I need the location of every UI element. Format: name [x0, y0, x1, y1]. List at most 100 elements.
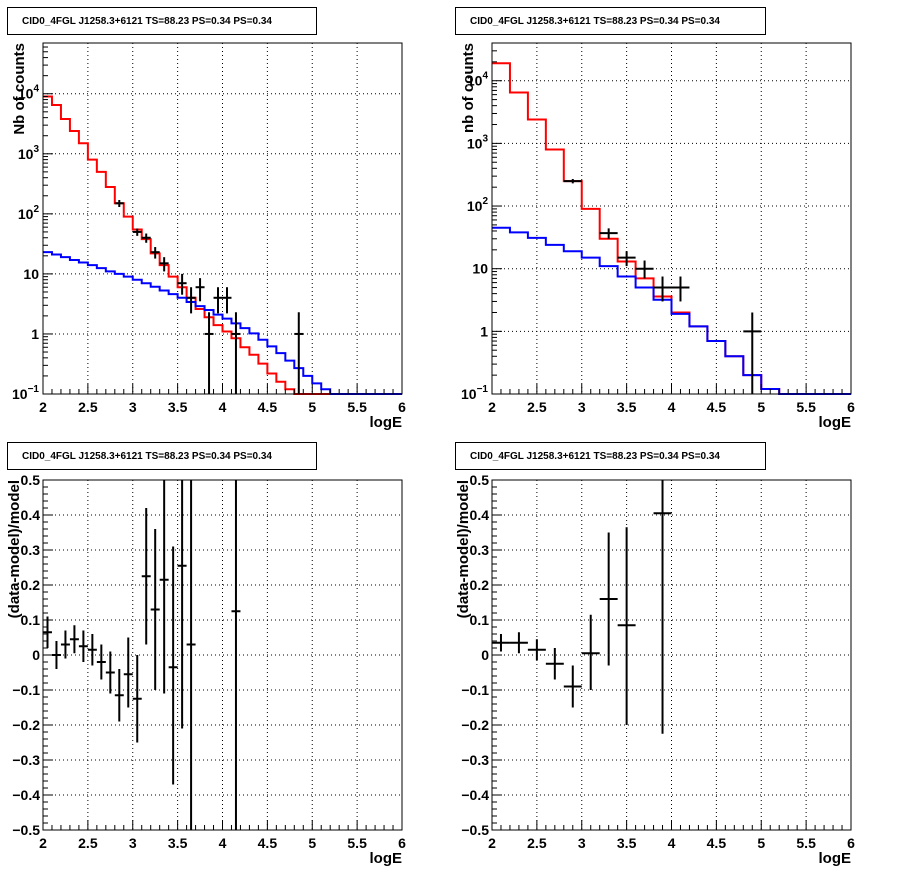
data-point: [123, 637, 133, 708]
data-point: [114, 200, 124, 208]
y-axis-title: nb of counts: [460, 43, 477, 133]
y-tick-label: 103: [18, 144, 40, 162]
data-point: [105, 651, 115, 694]
y-tick-label: 10−1: [461, 384, 488, 402]
data-point: [132, 228, 142, 236]
data-point: [168, 546, 178, 785]
x-axis-title: logE: [819, 414, 852, 431]
chart-panel-3: CID0_4FGL J1258.3+6121 TS=88.23 PS=0.34 …: [6, 442, 406, 867]
x-tick-label: 2.5: [78, 399, 98, 415]
x-tick-label: 6: [847, 399, 855, 415]
x-tick-label: 5: [308, 835, 316, 851]
y-tick-label: 0.3: [21, 542, 41, 558]
title-box: [7, 7, 317, 35]
y-tick-label: 0.4: [470, 507, 490, 523]
x-tick-label: 3: [129, 399, 137, 415]
x-tick-label: 2: [39, 399, 47, 415]
x-tick-label: 4: [219, 399, 227, 415]
data-point: [186, 480, 196, 830]
data-point: [69, 625, 79, 654]
y-tick-label: −0.5: [12, 822, 40, 838]
data-point: [231, 312, 241, 394]
x-tick-label: 4: [668, 399, 676, 415]
x-tick-label: 6: [398, 835, 406, 851]
y-tick-label: 0: [481, 647, 489, 663]
data-point: [186, 287, 196, 314]
title-box: [7, 442, 317, 470]
data-point: [78, 630, 88, 662]
y-tick-label: 104: [467, 71, 489, 89]
data-point: [671, 276, 690, 302]
data-point: [195, 278, 205, 302]
data-point: [114, 669, 124, 722]
y-tick-label: −0.1: [12, 682, 40, 698]
y-tick-label: 0.5: [470, 472, 490, 488]
y-tick-label: 1: [480, 323, 488, 339]
data-point: [617, 527, 636, 725]
x-tick-label: 3.5: [617, 835, 637, 851]
data-point: [132, 655, 142, 743]
data-point: [617, 251, 636, 267]
x-tick-label: 4.5: [258, 835, 278, 851]
data-point: [563, 179, 582, 184]
y-axis: −0.5 −0.4 −0.3 −0.2 −0.1 0 0.1 0.2 0.3 0.4 0.5(dat…: [6, 472, 53, 838]
y-tick-label: 0: [32, 647, 40, 663]
y-tick-label: −0.4: [12, 787, 40, 803]
y-tick-label: −0.5: [461, 822, 489, 838]
x-tick-label: 3.5: [168, 835, 188, 851]
data-point: [150, 529, 160, 690]
data-point: [159, 480, 169, 694]
y-axis-title: (data-model)/model: [455, 480, 472, 618]
x-tick-label: 4.5: [258, 399, 278, 415]
data-point: [599, 532, 618, 666]
data-point: [213, 287, 223, 314]
title-box: [455, 7, 766, 35]
data-point: [204, 312, 214, 394]
title-box: [455, 442, 766, 470]
y-tick-label: −0.3: [12, 752, 40, 768]
x-tick-label: 5: [757, 835, 765, 851]
data-point: [231, 480, 241, 830]
data-point: [653, 480, 672, 734]
data-point: [159, 257, 169, 272]
data-point: [43, 616, 52, 648]
data-point: [743, 312, 762, 394]
chart-panel-2: CID0_4FGL J1258.3+6121 TS=88.23 PS=0.34 …: [455, 7, 855, 431]
y-tick-label: 0.4: [21, 507, 41, 523]
data-point: [527, 639, 546, 661]
data-point: [294, 312, 304, 394]
y-axis-title: Nb of counts: [11, 43, 28, 135]
x-tick-label: 6: [847, 835, 855, 851]
y-tick-label: −0.1: [461, 682, 489, 698]
data-point: [150, 247, 160, 259]
chart-title: CID0_4FGL J1258.3+6121 TS=88.23 PS=0.34 …: [470, 451, 720, 462]
data-point: [492, 634, 510, 652]
y-tick-label: 0.1: [470, 612, 490, 628]
grid-lines: [43, 43, 402, 394]
x-tick-label: 4: [668, 835, 676, 851]
y-tick-label: 0.2: [21, 577, 41, 593]
data-point: [60, 630, 70, 659]
x-tick-label: 5: [757, 399, 765, 415]
y-tick-label: −0.3: [461, 752, 489, 768]
x-tick-label: 5.5: [796, 399, 816, 415]
chart-panel-4: CID0_4FGL J1258.3+6121 TS=88.23 PS=0.34 …: [455, 442, 855, 867]
chart-panel-1: CID0_4FGL J1258.3+6121 TS=88.23 PS=0.34 …: [7, 7, 406, 431]
y-tick-label: 104: [18, 84, 40, 102]
data-point: [222, 287, 232, 314]
chart-title: CID0_4FGL J1258.3+6121 TS=88.23 PS=0.34 …: [22, 16, 272, 27]
data-point: [87, 634, 97, 666]
x-tick-label: 4.5: [707, 399, 727, 415]
y-tick-label: 10: [472, 261, 488, 277]
data-point: [545, 648, 564, 680]
y-tick-label: −0.2: [12, 717, 40, 733]
x-axis-title: logE: [370, 850, 403, 867]
data-point: [581, 614, 600, 690]
model-background-histogram: [43, 251, 402, 395]
